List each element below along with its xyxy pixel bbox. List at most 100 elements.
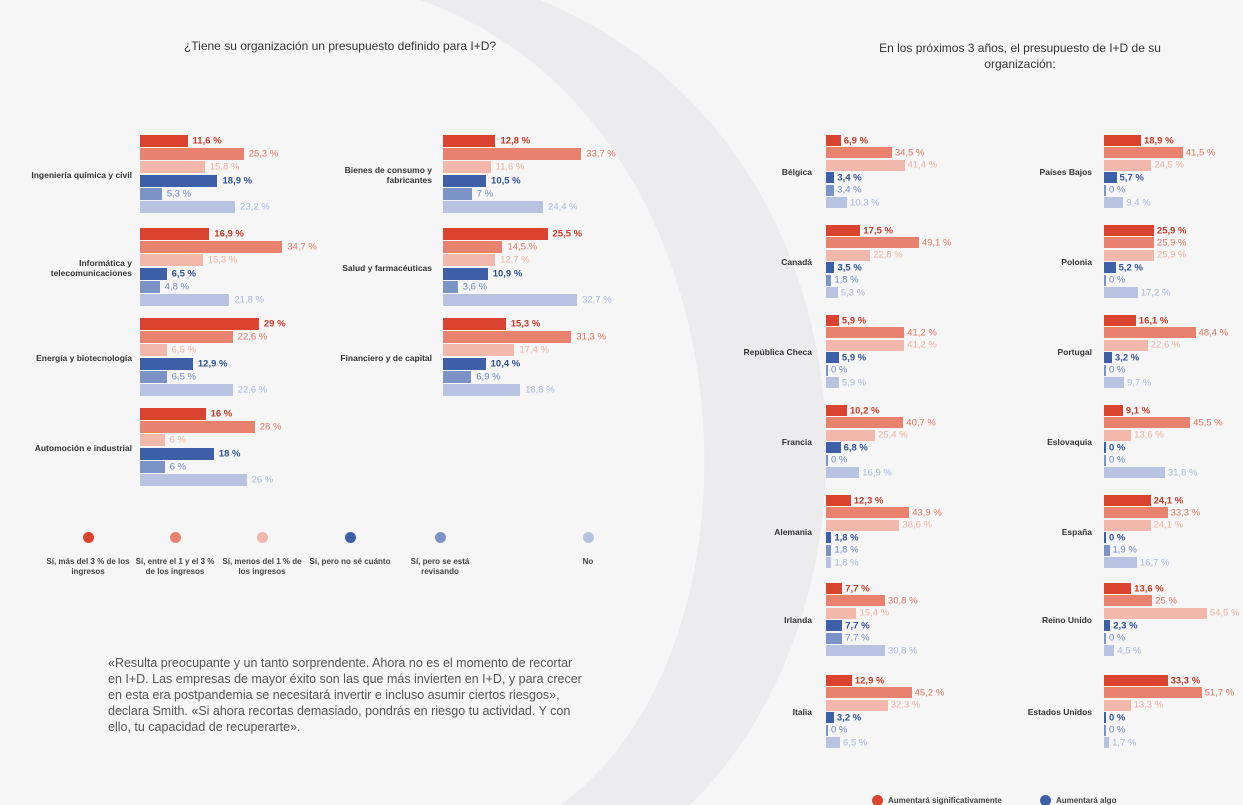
value-label: 51,7 %	[1204, 687, 1235, 699]
value-label: 6,5 %	[171, 268, 196, 280]
value-label: 1,7 %	[1112, 737, 1137, 748]
value-label: 6,8 %	[843, 442, 868, 454]
legend-label: Sí, entre el 1 y el 3 % de los ingresos	[135, 557, 215, 576]
bar	[140, 370, 167, 383]
value-label: 18,9 %	[1143, 135, 1174, 146]
value-label: 33,3 %	[1170, 507, 1201, 519]
bar	[443, 148, 582, 161]
group-label: España	[1061, 527, 1092, 538]
value-label: 21,8 %	[234, 294, 264, 306]
value-label: 0 %	[831, 724, 848, 736]
legend-dot	[434, 532, 446, 543]
value-label: 40,7 %	[906, 417, 936, 429]
value-label: 41,5 %	[1185, 147, 1216, 159]
value-label: 16,1 %	[1138, 315, 1169, 326]
bar	[826, 632, 843, 644]
bar	[140, 187, 162, 200]
group-label: Informática y telecomunicaciones	[50, 257, 132, 278]
legend-label: Sí, pero no sé cuánto	[309, 557, 391, 566]
value-label: 0 %	[831, 454, 848, 466]
value-label: 32,3 %	[890, 699, 921, 711]
value-label: 24,1 %	[1153, 519, 1184, 531]
left-title: ¿Tiene su organización un presupuesto de…	[183, 39, 497, 53]
bar	[826, 405, 847, 416]
bar	[443, 357, 486, 370]
value-label: 10,2 %	[849, 405, 880, 416]
bar	[1104, 197, 1124, 208]
bar	[826, 327, 905, 339]
value-label: 25 %	[1155, 595, 1177, 607]
value-label: 11,6 %	[192, 135, 222, 147]
bar	[1104, 632, 1106, 644]
value-label: 26 %	[251, 474, 274, 486]
bar	[140, 135, 188, 147]
value-label: 0 %	[1109, 442, 1126, 454]
value-label: 24,5 %	[1154, 159, 1184, 171]
bar	[443, 135, 496, 147]
bar	[140, 241, 283, 254]
bar	[140, 161, 205, 174]
quote: «Resulta preocupante y un tanto sorprend…	[108, 656, 582, 734]
value-label: 2,3 %	[1113, 620, 1138, 632]
value-label: 15,4 %	[859, 607, 890, 619]
bar	[443, 318, 506, 330]
bar	[826, 495, 851, 506]
bar	[1104, 737, 1110, 748]
value-label: 5,3 %	[840, 287, 866, 298]
bar	[826, 159, 905, 171]
value-label: 1,9 %	[1112, 544, 1137, 556]
bar	[1104, 544, 1110, 556]
value-label: 0 %	[1109, 532, 1126, 544]
value-label: 10,5 %	[491, 175, 521, 187]
value-label: 0 %	[1109, 274, 1126, 286]
value-label: 38,6 %	[902, 519, 932, 531]
group-label: Reino Unido	[1041, 615, 1092, 626]
value-label: 30,8 %	[887, 595, 918, 607]
bar	[826, 184, 835, 196]
value-label: 41,2 %	[907, 327, 937, 339]
value-label: 5,9 %	[841, 377, 867, 388]
value-label: 10,4 %	[490, 358, 521, 370]
bar	[826, 507, 910, 519]
value-label: 45,5 %	[1193, 417, 1223, 429]
value-label: 3,2 %	[1114, 352, 1140, 364]
value-label: 25,9 %	[1156, 225, 1187, 236]
value-label: 4,5 %	[1117, 645, 1142, 656]
value-label: 22,6 %	[237, 331, 268, 343]
bar	[1104, 645, 1115, 656]
value-label: 10,9 %	[492, 268, 523, 280]
value-label: 6 %	[169, 434, 186, 446]
value-label: 49,1 %	[921, 237, 952, 249]
bar	[826, 583, 843, 594]
value-label: 22,6 %	[1150, 339, 1181, 351]
bar	[140, 174, 218, 187]
bar	[826, 454, 828, 466]
value-label: 13,6 %	[1134, 583, 1164, 594]
bar	[826, 675, 852, 686]
bar	[826, 377, 839, 388]
bar	[826, 442, 841, 454]
bar	[826, 249, 871, 261]
bar	[140, 294, 230, 306]
bar	[1104, 442, 1106, 454]
bar	[826, 687, 912, 699]
bar	[1104, 225, 1154, 236]
group-label: Alemania	[774, 527, 812, 538]
value-label: 34,5 %	[894, 147, 925, 159]
value-label: 41,2 %	[907, 339, 937, 351]
value-label: 15,3 %	[510, 318, 541, 330]
bar	[1104, 249, 1154, 261]
bar	[443, 331, 572, 344]
value-label: 5,3 %	[166, 188, 192, 200]
bar	[1104, 495, 1151, 506]
bar	[1104, 352, 1112, 364]
bar	[1104, 724, 1106, 736]
value-label: 6,5 %	[171, 344, 196, 356]
bar	[826, 607, 857, 619]
bar	[443, 201, 544, 213]
bar	[1104, 519, 1151, 531]
bar	[826, 172, 835, 184]
value-label: 6,9 %	[476, 371, 501, 383]
bar	[826, 724, 828, 736]
